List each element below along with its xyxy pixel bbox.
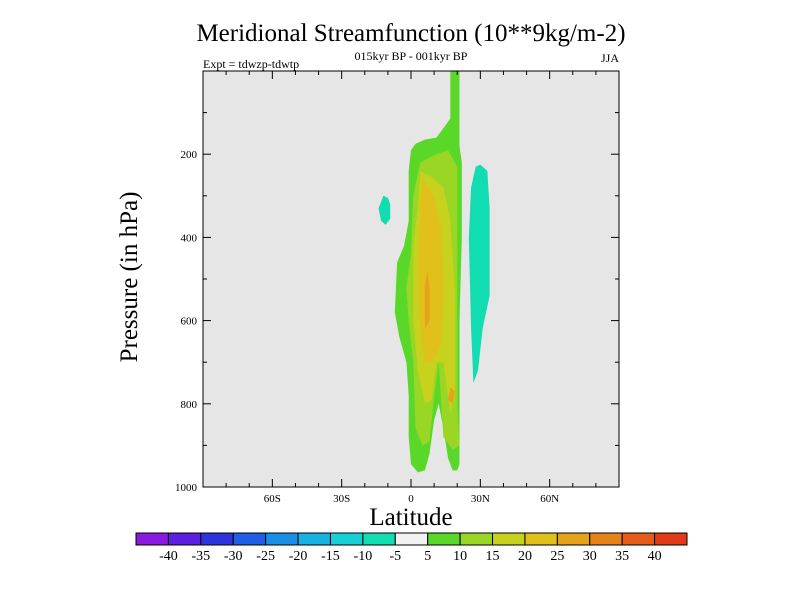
colorbar-swatch (589, 532, 623, 546)
colorbar-label: 5 (424, 549, 431, 564)
colorbar-swatch (135, 532, 169, 546)
colorbar-swatch (621, 532, 656, 546)
colorbar-swatch (654, 532, 688, 546)
colorbar-label: -15 (321, 549, 340, 564)
colorbar-swatch (297, 532, 331, 546)
x-tick-label: 30N (471, 493, 490, 505)
colorbar-label: -35 (191, 549, 210, 564)
colorbar-swatch (459, 532, 494, 546)
x-tick-label: 0 (408, 493, 414, 505)
chart-subtitle: 015kyr BP - 001kyr BP (355, 49, 468, 63)
colorbar-swatch (427, 532, 461, 546)
colorbar-swatch (232, 532, 267, 546)
colorbar-swatch (265, 532, 299, 546)
colorbar-swatch (200, 532, 234, 546)
contour-plume-25-30-low (448, 387, 455, 404)
contour-plume-25-30 (424, 270, 430, 329)
colorbar-label: -5 (389, 549, 401, 564)
x-tick-label: 60S (264, 493, 281, 505)
x-tick-label: 30S (333, 493, 350, 505)
y-tick-label: 200 (181, 149, 198, 161)
colorbar-label: 20 (518, 549, 532, 564)
colorbar: -40 -35 -30 -25 -20 -15 -10 -5 5 10 15 20 25 30 35 40 (135, 532, 688, 564)
x-tick-label: 60N (540, 493, 559, 505)
colorbar-label: 25 (550, 549, 564, 564)
contour-cell-neg-west (378, 195, 391, 225)
colorbar-label: -40 (159, 549, 178, 564)
colorbar-swatch (556, 532, 591, 546)
y-tick-label: 1000 (175, 482, 198, 494)
y-tick-label: 800 (181, 399, 198, 411)
y-tick-label: 600 (181, 316, 198, 328)
y-axis-label: Pressure (in hPa) (116, 192, 143, 363)
colorbar-label: -20 (289, 549, 308, 564)
colorbar-swatch (394, 532, 429, 546)
colorbar-label: 35 (615, 549, 629, 564)
colorbar-swatch (524, 532, 558, 546)
colorbar-label: 30 (583, 549, 597, 564)
colorbar-label: 15 (486, 549, 500, 564)
colorbar-swatch (362, 532, 396, 546)
x-axis-label: Latitude (369, 504, 452, 531)
contour-regions (378, 71, 490, 473)
colorbar-swatch (492, 532, 526, 546)
colorbar-label: -10 (354, 549, 373, 564)
colorbar-label: -25 (256, 549, 275, 564)
colorbar-swatch (329, 532, 364, 546)
contour-cell-neg-east (468, 164, 490, 383)
season-label: JJA (601, 51, 619, 65)
colorbar-label: 40 (648, 549, 662, 564)
colorbar-label: 10 (453, 549, 467, 564)
plot-area: 60S 30S 0 30N 60N 200 400 600 800 1000 (175, 70, 620, 505)
experiment-label: Expt = tdwzp-tdwtp (203, 57, 299, 71)
chart-title: Meridional Streamfunction (10**9kg/m-2) (196, 20, 625, 47)
contour-plume-20-25 (417, 179, 444, 363)
colorbar-swatch (167, 532, 202, 546)
y-tick-label: 400 (181, 232, 198, 244)
colorbar-label: -30 (224, 549, 243, 564)
